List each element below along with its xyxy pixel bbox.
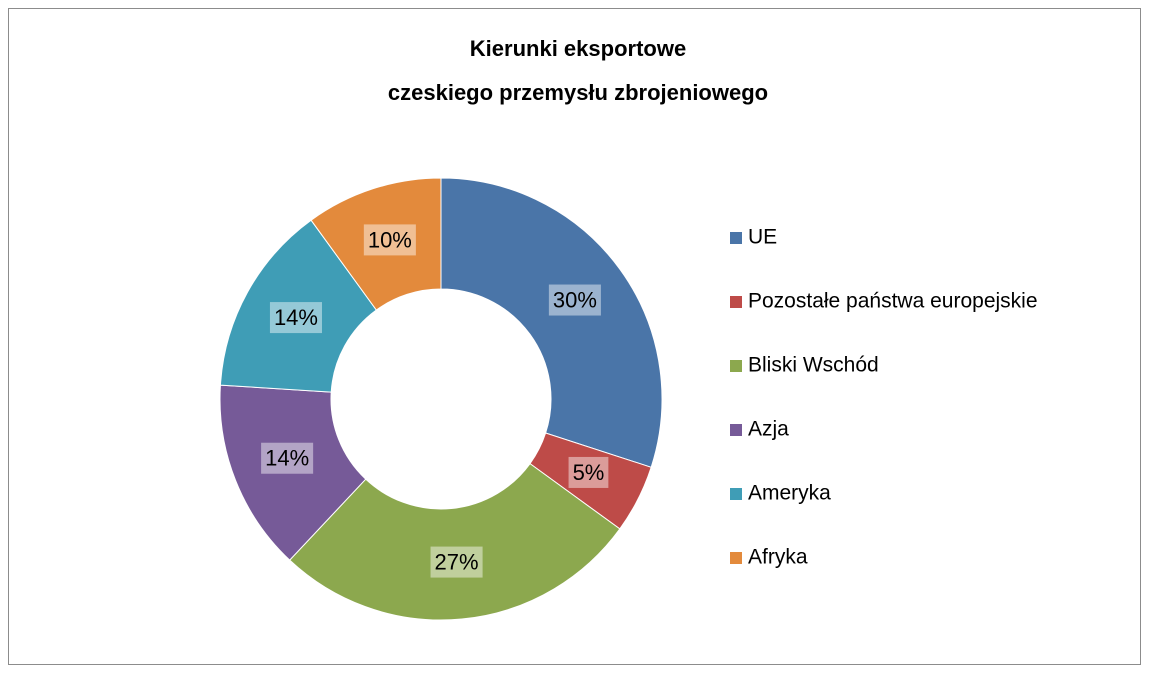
legend-label: Afryka xyxy=(748,546,808,569)
legend-label: Ameryka xyxy=(748,482,831,505)
legend-swatch xyxy=(730,488,742,500)
legend-label: Azja xyxy=(748,418,789,441)
legend-swatch xyxy=(730,296,742,308)
data-label-box xyxy=(363,224,416,256)
legend-swatch xyxy=(730,424,742,436)
legend-swatch xyxy=(730,360,742,372)
data-label: 5% xyxy=(573,460,605,485)
data-label: 14% xyxy=(274,305,318,330)
data-label-box xyxy=(261,442,314,474)
legend-label: Bliski Wschód xyxy=(748,354,879,377)
data-label-box xyxy=(269,302,322,334)
data-label-box xyxy=(548,284,601,316)
data-label-box xyxy=(568,456,609,488)
data-label-box xyxy=(430,546,483,578)
donut-slice xyxy=(310,177,442,311)
chart-title: czeskiego przemysłu zbrojeniowego xyxy=(388,80,768,105)
data-label: 30% xyxy=(553,288,597,313)
data-label: 27% xyxy=(435,550,479,575)
legend-swatch xyxy=(730,232,742,244)
chart-title: Kierunki eksportowe xyxy=(470,36,686,61)
legend-swatch xyxy=(730,552,742,564)
donut-slice xyxy=(289,462,621,621)
data-label: 10% xyxy=(368,227,412,252)
donut-slice xyxy=(440,177,663,468)
legend-label: Pozostałe państwa europejskie xyxy=(748,290,1038,313)
legend-label: UE xyxy=(748,226,777,249)
data-label: 14% xyxy=(265,446,309,471)
